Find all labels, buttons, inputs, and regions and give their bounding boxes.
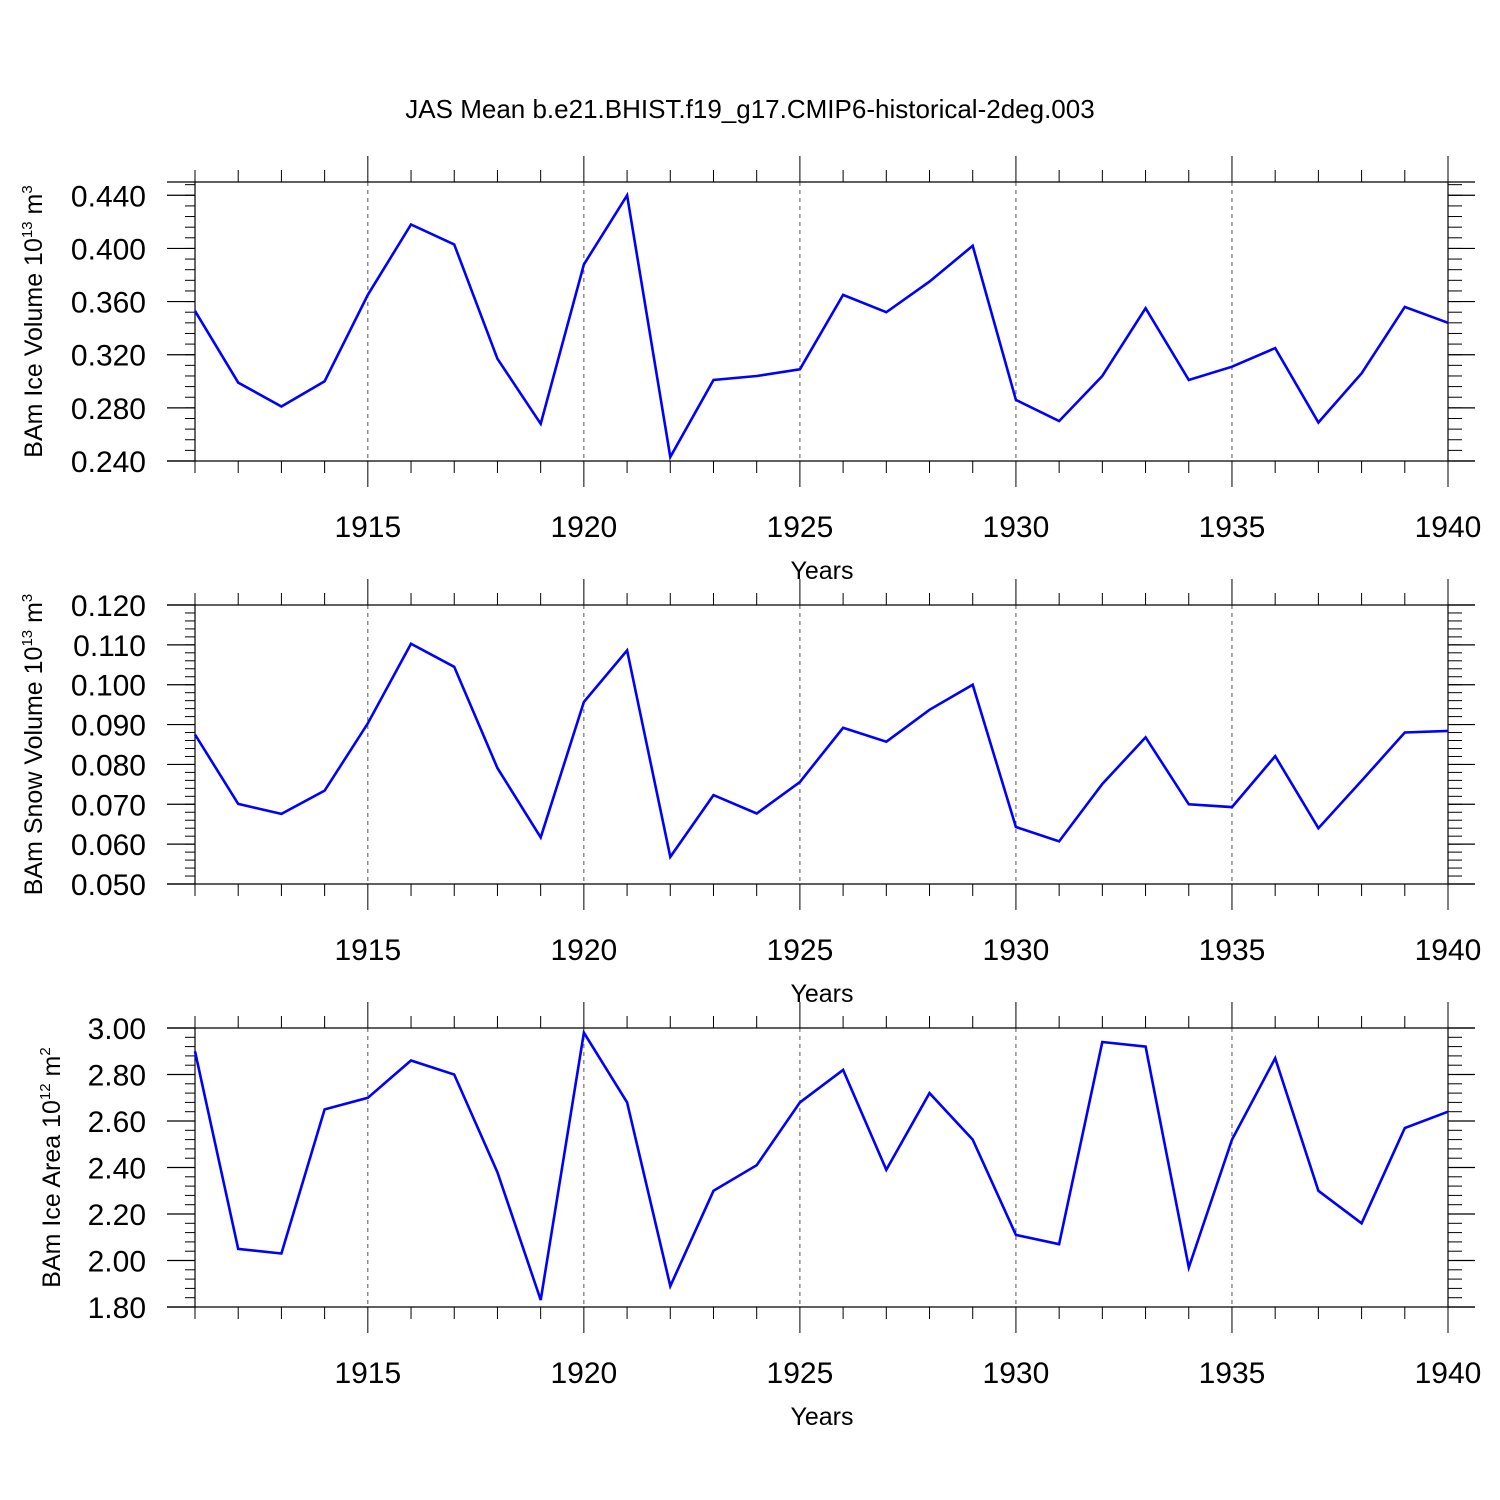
x-tick-label: 1925	[767, 511, 834, 544]
x-axis-title: Years	[790, 1403, 853, 1431]
chart-title: JAS Mean b.e21.BHIST.f19_g17.CMIP6-histo…	[405, 94, 1094, 124]
y-tick-label: 0.360	[71, 287, 146, 320]
y-tick-label: 2.60	[88, 1106, 146, 1139]
y-tick-label: 0.070	[71, 789, 146, 822]
x-axis-title: Years	[790, 557, 853, 585]
x-tick-label: 1925	[767, 1357, 834, 1390]
y-tick-label: 1.80	[88, 1292, 146, 1325]
series-line	[193, 191, 1449, 461]
x-tick-label: 1920	[550, 1357, 617, 1390]
y-tick-label: 0.280	[71, 393, 146, 426]
x-tick-label: 1935	[1199, 1357, 1266, 1390]
x-tick-label: 1930	[983, 934, 1050, 967]
x-tick-label: 1930	[983, 511, 1050, 544]
y-tick-label: 0.440	[71, 180, 146, 213]
x-tick-label: 1915	[334, 511, 401, 544]
y-tick-label: 0.080	[71, 749, 146, 782]
y-tick-label: 0.120	[71, 590, 146, 623]
y-axis-title: BAm Ice Area 1012 m2	[37, 1047, 66, 1287]
x-tick-label: 1935	[1199, 934, 1266, 967]
y-tick-label: 2.20	[88, 1199, 146, 1232]
y-tick-label: 0.060	[71, 829, 146, 862]
x-tick-label: 1940	[1415, 934, 1482, 967]
y-tick-label: 0.090	[71, 710, 146, 743]
panel-snow-volume: 0.050 0.060 0.070 0.080 0.090 0.100 0.110 0.120…	[19, 579, 1481, 1008]
x-tick-label: 1930	[983, 1357, 1050, 1390]
y-tick-label: 0.400	[71, 233, 146, 266]
series-line	[193, 1029, 1449, 1301]
y-tick-label: 0.240	[71, 446, 146, 479]
x-tick-label: 1925	[767, 934, 834, 967]
y-tick-label: 0.100	[71, 670, 146, 703]
panel-ice-area: 1.80 2.00 2.20 2.40 2.60 2.80 3.00 1915 1920 1925…	[37, 1002, 1481, 1431]
x-tick-label: 1915	[334, 934, 401, 967]
y-tick-label: 0.320	[71, 340, 146, 373]
y-axis-title: BAm Snow Volume 1013 m3	[19, 594, 48, 896]
x-tick-label: 1920	[550, 511, 617, 544]
y-axis-title: BAm Ice Volume 1013 m3	[19, 185, 48, 457]
x-tick-label: 1940	[1415, 1357, 1482, 1390]
x-tick-label: 1915	[334, 1357, 401, 1390]
x-tick-label: 1935	[1199, 511, 1266, 544]
y-tick-label: 0.050	[71, 869, 146, 902]
x-tick-label: 1940	[1415, 511, 1482, 544]
series-line	[193, 641, 1449, 861]
y-tick-label: 2.00	[88, 1246, 146, 1279]
x-axis-title: Years	[790, 980, 853, 1008]
y-tick-label: 0.110	[73, 630, 146, 663]
y-tick-label: 3.00	[88, 1013, 146, 1046]
x-tick-label: 1920	[550, 934, 617, 967]
y-tick-label: 2.80	[88, 1060, 146, 1093]
y-tick-label: 2.40	[88, 1153, 146, 1186]
panel-ice-volume: 0.240 0.280 0.320 0.360 0.400 0.440 1915 1920 19…	[19, 156, 1481, 585]
